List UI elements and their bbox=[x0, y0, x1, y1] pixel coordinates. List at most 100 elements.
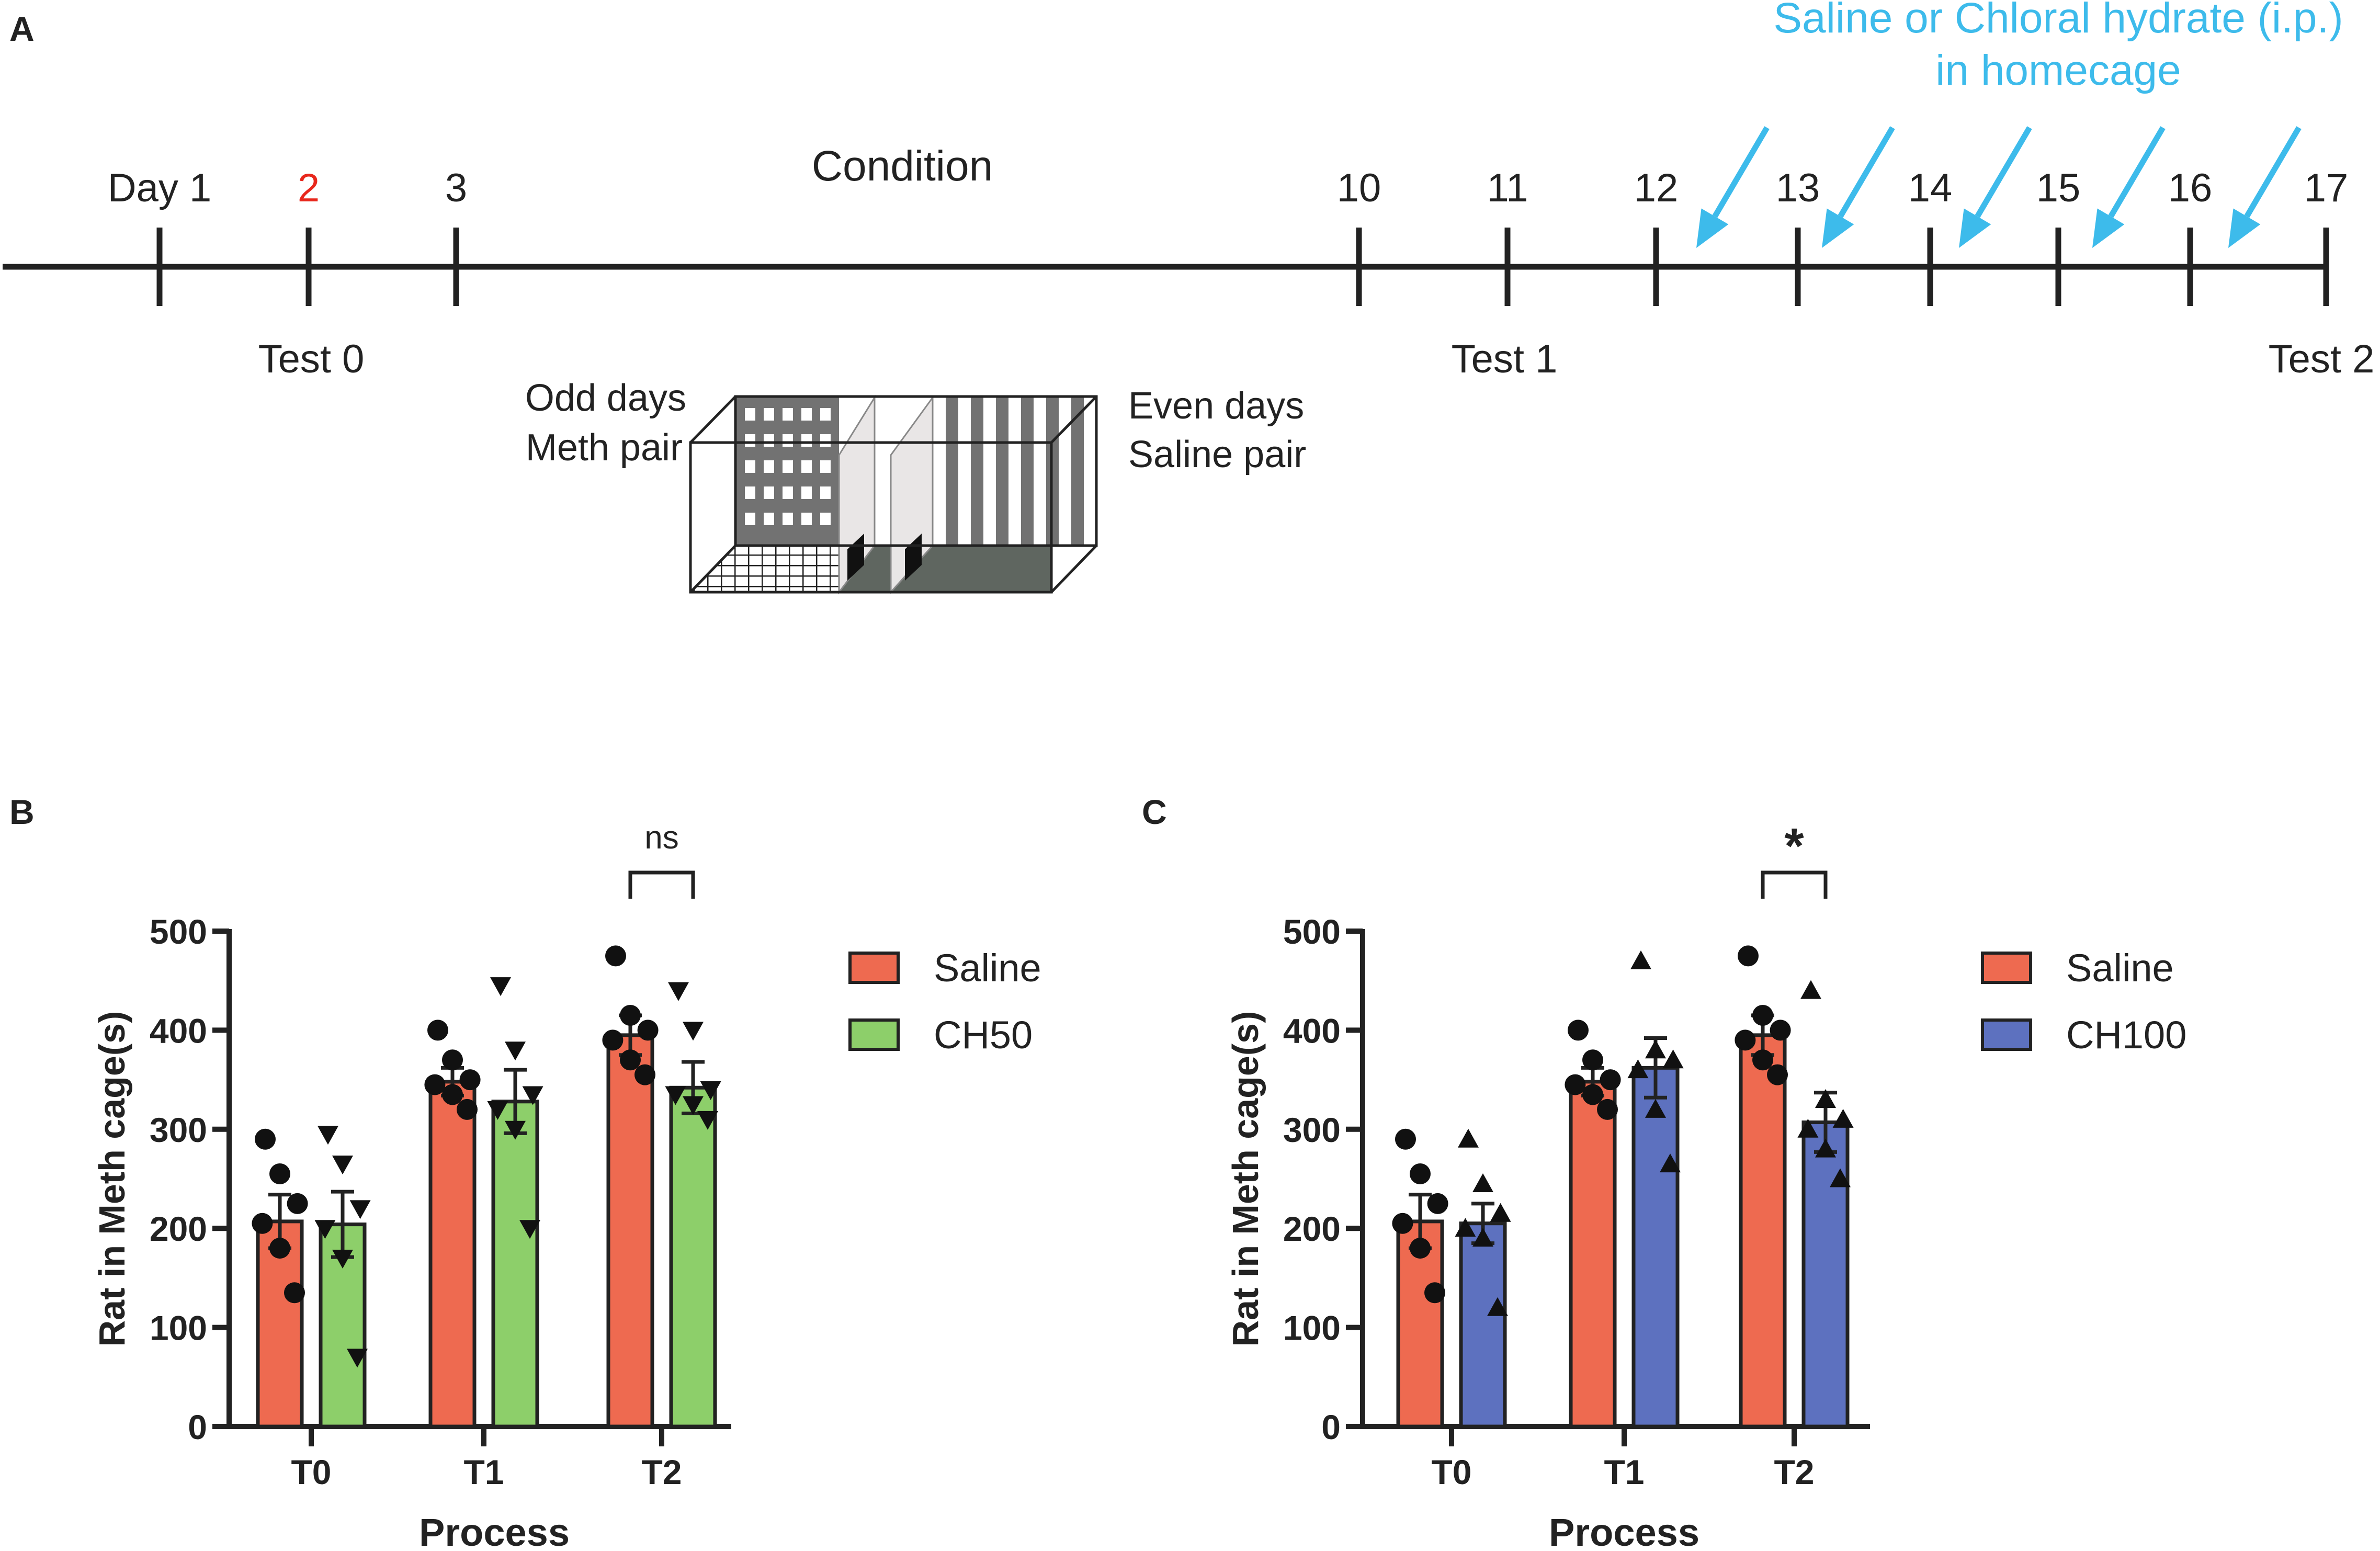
injection-title-line1: Saline or Chloral hydrate (i.p.) bbox=[1773, 0, 2343, 42]
data-point bbox=[620, 1049, 641, 1071]
data-point bbox=[683, 1096, 704, 1115]
y-tick-label: 400 bbox=[1283, 1011, 1341, 1050]
y-tick-label: 400 bbox=[150, 1011, 207, 1050]
data-point bbox=[505, 1041, 526, 1061]
day-label: 3 bbox=[445, 166, 467, 210]
day-label: Day 1 bbox=[108, 166, 212, 210]
panel-b-chart: B 0 100 200 300 400 500 Rat in Meth cage(s) Pro… bbox=[9, 793, 1041, 1551]
data-point bbox=[332, 1250, 353, 1269]
day-label: 2 bbox=[298, 166, 320, 210]
y-tick-label: 300 bbox=[150, 1111, 207, 1149]
x-tick-label: T0 bbox=[291, 1453, 331, 1491]
test-1-label: Test 1 bbox=[1452, 337, 1558, 381]
day-labels: Day 1 2 3 10 11 12 13 14 15 16 17 bbox=[108, 166, 2349, 210]
data-point bbox=[442, 1084, 463, 1105]
data-point bbox=[519, 1220, 540, 1239]
conditioning-box-illustration bbox=[689, 394, 1098, 595]
data-point bbox=[1832, 1108, 1854, 1128]
x-axis-label: Process bbox=[419, 1511, 570, 1551]
data-point bbox=[602, 1029, 624, 1051]
panel-a-label: A bbox=[9, 9, 35, 48]
y-tick-label: 0 bbox=[188, 1408, 207, 1446]
data-point bbox=[442, 1049, 463, 1071]
day-label: 13 bbox=[1776, 166, 1820, 210]
y-tick-label: 200 bbox=[150, 1209, 207, 1248]
data-point bbox=[1424, 1282, 1445, 1304]
data-point bbox=[1395, 1128, 1416, 1150]
bar-saline bbox=[1739, 1033, 1787, 1429]
data-point bbox=[1597, 1099, 1618, 1120]
bar-ch50 bbox=[491, 1100, 539, 1429]
data-point bbox=[1752, 1004, 1773, 1026]
data-point bbox=[255, 1128, 276, 1150]
x-tick-label: T2 bbox=[641, 1453, 682, 1491]
data-point bbox=[487, 1101, 508, 1120]
legend-label: CH100 bbox=[2066, 1013, 2186, 1057]
x-tick-label: T1 bbox=[463, 1453, 504, 1491]
data-point bbox=[1645, 1099, 1666, 1118]
day-label: 14 bbox=[1908, 166, 1953, 210]
significance-bracket bbox=[628, 870, 695, 899]
data-point bbox=[1410, 1238, 1431, 1259]
data-point bbox=[427, 1020, 448, 1041]
data-point bbox=[1490, 1203, 1511, 1222]
data-point bbox=[490, 977, 511, 997]
data-point bbox=[668, 982, 689, 1001]
arrow-down-left-icon bbox=[2228, 126, 2302, 248]
legend-label: Saline bbox=[934, 946, 1041, 990]
data-point bbox=[637, 1020, 659, 1041]
data-point bbox=[620, 1004, 641, 1026]
data-point bbox=[1472, 1228, 1493, 1247]
data-point bbox=[1800, 980, 1821, 999]
legend-swatch bbox=[848, 952, 900, 984]
data-point bbox=[1410, 1163, 1431, 1185]
significance-label: * bbox=[1784, 818, 1804, 874]
day-label: 12 bbox=[1634, 166, 1679, 210]
meth-pair-label: Meth pair bbox=[526, 427, 683, 469]
data-point bbox=[1472, 1173, 1493, 1192]
data-point bbox=[459, 1069, 481, 1091]
data-point bbox=[634, 1064, 655, 1085]
day-label: 17 bbox=[2304, 166, 2349, 210]
day-label: 16 bbox=[2168, 166, 2213, 210]
x-axis-label: Process bbox=[1549, 1511, 1699, 1551]
data-point bbox=[522, 1086, 543, 1105]
data-point bbox=[1582, 1084, 1603, 1105]
data-point bbox=[605, 945, 626, 967]
day-label: 15 bbox=[2036, 166, 2081, 210]
data-point bbox=[1645, 1039, 1666, 1059]
data-point bbox=[284, 1282, 305, 1304]
data-point bbox=[269, 1163, 290, 1185]
legend-swatch bbox=[1981, 952, 2032, 984]
bar-saline bbox=[428, 1080, 477, 1429]
y-tick-label: 100 bbox=[150, 1309, 207, 1348]
data-point bbox=[1752, 1049, 1773, 1071]
data-point bbox=[1565, 1074, 1586, 1095]
data-point bbox=[1392, 1213, 1413, 1234]
data-point bbox=[252, 1213, 273, 1234]
data-point bbox=[332, 1156, 353, 1175]
condition-label: Condition bbox=[812, 142, 993, 190]
arrow-down-left-icon bbox=[2092, 126, 2166, 248]
x-tick-label: T1 bbox=[1604, 1453, 1644, 1491]
injection-title-line2: in homecage bbox=[1935, 47, 2181, 94]
even-days-label: Even days bbox=[1128, 385, 1304, 427]
saline-compartment-wall bbox=[935, 397, 1091, 546]
bar-saline bbox=[606, 1033, 654, 1429]
saline-solid-floor bbox=[839, 546, 1051, 592]
arrow-down-left-icon bbox=[1822, 126, 1895, 248]
legend-label: CH50 bbox=[934, 1013, 1033, 1057]
bar-ch100 bbox=[1631, 1066, 1680, 1429]
data-point bbox=[697, 1111, 718, 1130]
data-point bbox=[1738, 945, 1759, 967]
data-point bbox=[457, 1099, 478, 1120]
test-2-label: Test 2 bbox=[2269, 337, 2375, 381]
legend-swatch bbox=[1981, 1018, 2032, 1051]
data-point bbox=[1797, 1118, 1819, 1138]
x-tick-label: T0 bbox=[1431, 1453, 1471, 1491]
data-point bbox=[287, 1193, 308, 1214]
data-point bbox=[1767, 1064, 1788, 1085]
y-axis-label: Rat in Meth cage(s) bbox=[92, 1011, 132, 1347]
day-label: 11 bbox=[1487, 166, 1528, 210]
